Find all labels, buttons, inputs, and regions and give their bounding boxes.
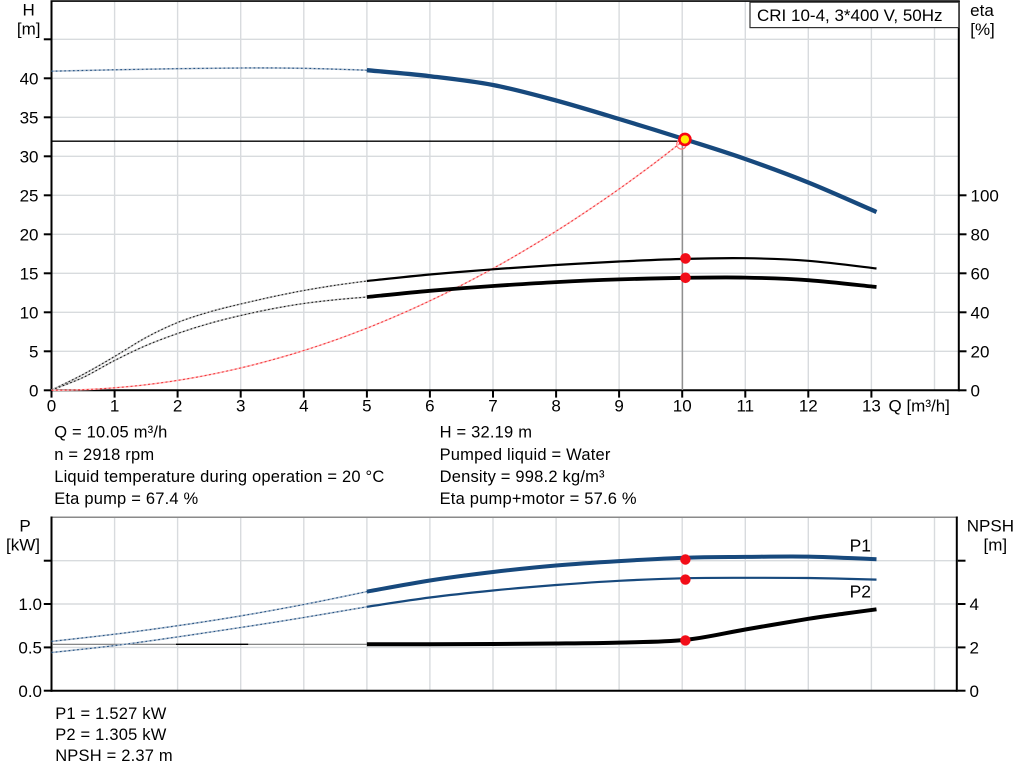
svg-text:25: 25: [20, 186, 39, 205]
svg-text:60: 60: [971, 264, 990, 283]
svg-text:5: 5: [362, 396, 371, 415]
svg-text:0.0: 0.0: [18, 682, 42, 701]
svg-text:CRI 10-4, 3*400 V, 50Hz: CRI 10-4, 3*400 V, 50Hz: [757, 6, 943, 25]
svg-text:20: 20: [971, 342, 990, 361]
svg-text:10: 10: [20, 303, 39, 322]
svg-text:40: 40: [971, 303, 990, 322]
svg-text:4: 4: [299, 396, 308, 415]
svg-text:NPSH = 2.37 m: NPSH = 2.37 m: [55, 747, 173, 765]
svg-text:7: 7: [488, 396, 497, 415]
svg-text:0: 0: [970, 682, 979, 701]
svg-text:P1: P1: [850, 536, 871, 556]
svg-text:[%]: [%]: [970, 20, 995, 39]
svg-text:P2: P2: [850, 581, 871, 601]
svg-text:12: 12: [799, 396, 818, 415]
svg-text:3: 3: [236, 396, 245, 415]
svg-text:13: 13: [862, 396, 881, 415]
svg-text:P1 = 1.527 kW: P1 = 1.527 kW: [55, 705, 167, 723]
svg-text:NPSH: NPSH: [967, 517, 1014, 536]
svg-text:100: 100: [971, 186, 999, 205]
svg-text:[m]: [m]: [983, 536, 1007, 555]
svg-text:10: 10: [673, 396, 692, 415]
svg-text:[kW]: [kW]: [6, 536, 40, 555]
svg-text:30: 30: [20, 147, 39, 166]
svg-text:[m]: [m]: [17, 19, 41, 38]
svg-text:20: 20: [20, 225, 39, 244]
svg-text:P2 = 1.305 kW: P2 = 1.305 kW: [55, 726, 167, 744]
svg-text:Liquid temperature during oper: Liquid temperature during operation = 20…: [54, 468, 384, 486]
svg-text:H: H: [23, 0, 35, 19]
svg-text:2: 2: [173, 396, 182, 415]
svg-text:Q = 10.05 m³/h: Q = 10.05 m³/h: [54, 424, 167, 442]
svg-text:6: 6: [425, 396, 434, 415]
svg-text:80: 80: [971, 225, 990, 244]
svg-text:0.5: 0.5: [18, 639, 42, 658]
svg-text:1: 1: [110, 396, 119, 415]
svg-text:H = 32.19 m: H = 32.19 m: [440, 424, 533, 442]
svg-text:Density = 998.2 kg/m³: Density = 998.2 kg/m³: [440, 468, 605, 486]
svg-text:9: 9: [614, 396, 623, 415]
svg-text:n = 2918 rpm: n = 2918 rpm: [54, 446, 154, 464]
svg-text:4: 4: [970, 595, 979, 614]
svg-text:0: 0: [29, 381, 38, 400]
svg-text:P: P: [19, 517, 30, 536]
svg-text:35: 35: [20, 108, 39, 127]
svg-text:2: 2: [970, 639, 979, 658]
svg-text:11: 11: [736, 396, 754, 415]
svg-text:Eta pump+motor = 57.6 %: Eta pump+motor = 57.6 %: [440, 490, 637, 508]
svg-text:Pumped liquid = Water: Pumped liquid = Water: [440, 446, 611, 464]
svg-text:40: 40: [20, 69, 39, 88]
svg-text:0: 0: [971, 381, 980, 400]
svg-text:8: 8: [551, 396, 560, 415]
svg-text:Q [m³/h]: Q [m³/h]: [889, 396, 950, 415]
svg-text:15: 15: [20, 264, 39, 283]
svg-text:0: 0: [47, 396, 56, 415]
svg-text:5: 5: [29, 342, 38, 361]
svg-text:eta: eta: [970, 1, 994, 20]
svg-text:Eta pump = 67.4 %: Eta pump = 67.4 %: [54, 490, 198, 508]
svg-text:1.0: 1.0: [18, 595, 42, 614]
